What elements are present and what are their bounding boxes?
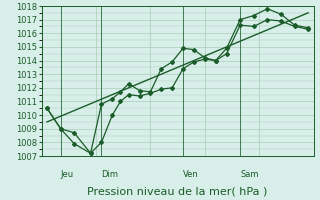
Text: Ven: Ven bbox=[183, 170, 199, 179]
Text: Pression niveau de la mer( hPa ): Pression niveau de la mer( hPa ) bbox=[87, 187, 268, 197]
Text: Jeu: Jeu bbox=[61, 170, 74, 179]
Text: Dim: Dim bbox=[101, 170, 118, 179]
Text: Sam: Sam bbox=[240, 170, 259, 179]
